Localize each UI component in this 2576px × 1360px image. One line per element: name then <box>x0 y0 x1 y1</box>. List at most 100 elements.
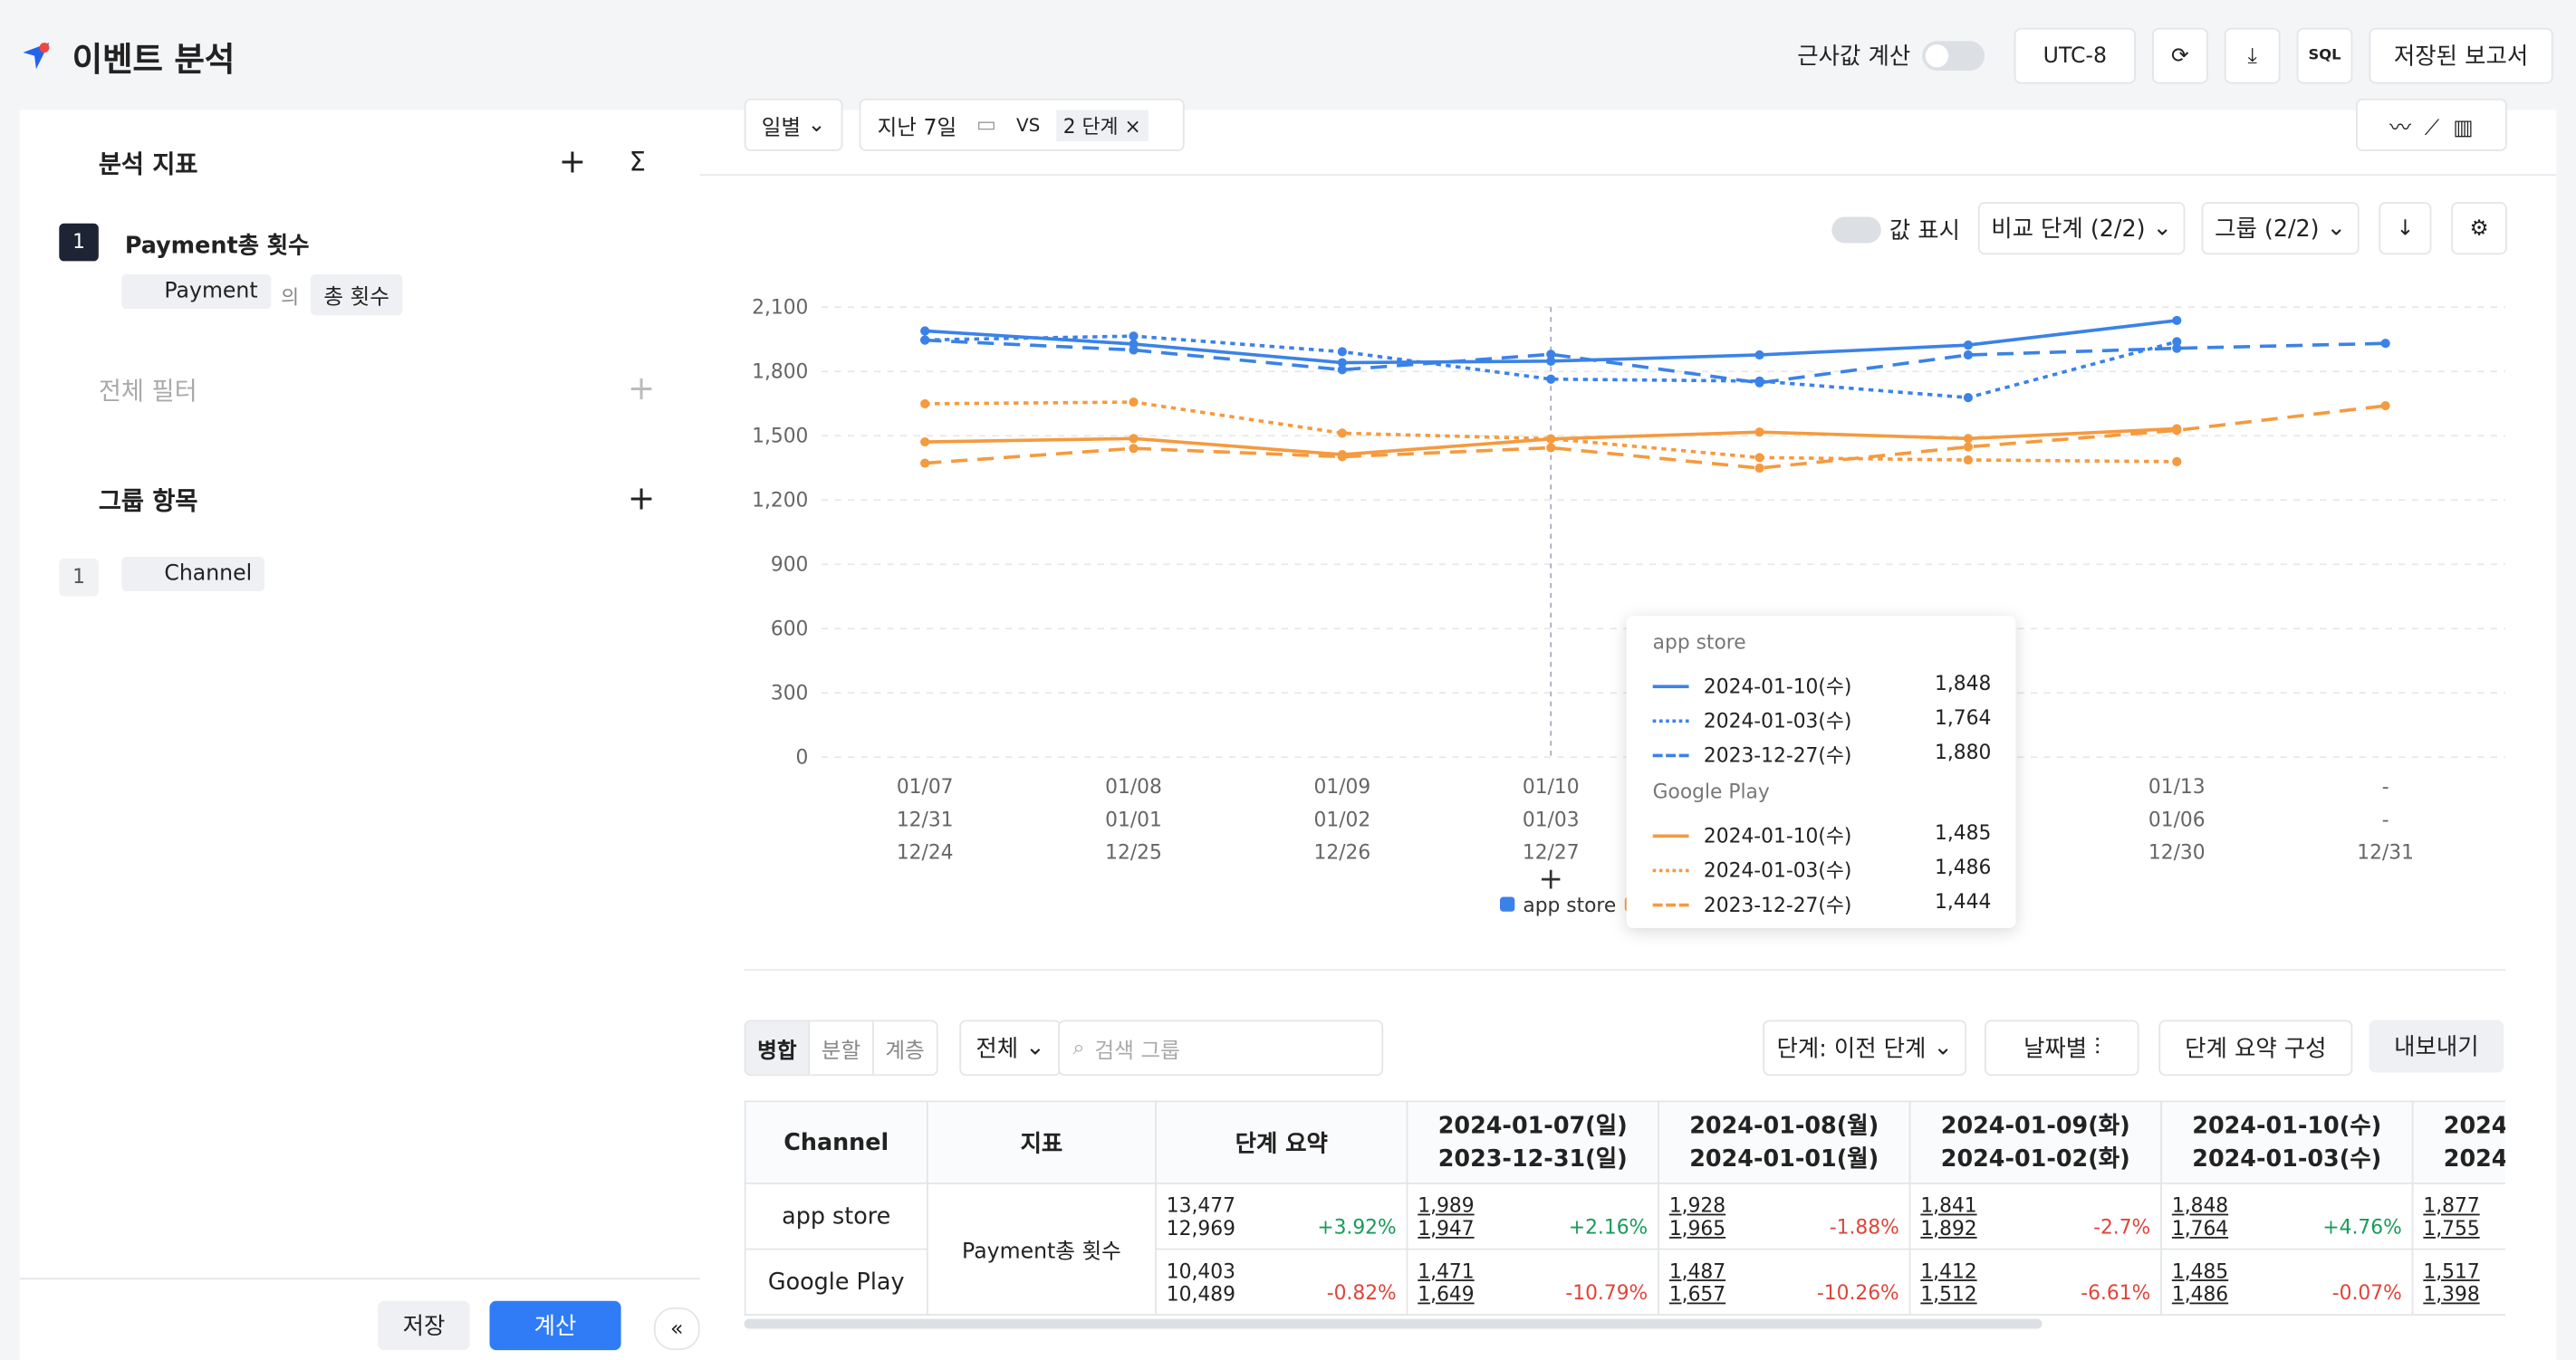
x-tick-label: - <box>2382 776 2389 799</box>
search-placeholder: 검색 그룹 <box>1094 1039 1180 1064</box>
step-select[interactable]: 단계: 이전 단계 ⌄ <box>1763 1020 1967 1077</box>
date-header: 2024-01-09(화) 2024-01-02(화) <box>1908 1100 2162 1184</box>
x-tick-label: 12/31 <box>897 809 954 831</box>
header-cell: 지표 <box>926 1100 1157 1184</box>
settings-button[interactable]: ⚙ <box>2451 202 2507 255</box>
date-label: 2024-01-04(목) <box>2443 1145 2505 1173</box>
value: 1,657 <box>1668 1281 1726 1306</box>
date-label: 2024-01-03(수) <box>2192 1145 2382 1173</box>
point <box>1754 463 1764 474</box>
saved-reports: 저장된 보고서 <box>2393 43 2529 72</box>
value-cell: 13,477 12,969 +3.92% <box>1155 1183 1408 1250</box>
date-label: 2024-01-11(목) <box>2443 1112 2505 1140</box>
export-button[interactable]: 내보내기 <box>2369 1020 2504 1073</box>
view-tab[interactable]: 계층 <box>871 1021 937 1075</box>
approx-toggle[interactable] <box>1922 41 1985 72</box>
legend-label: app store <box>1523 895 1616 917</box>
search-box[interactable]: ⌕ 검색 그룹 <box>1058 1020 1384 1077</box>
download-button[interactable]: ⤓ <box>2224 27 2281 84</box>
granularity: 일별 <box>761 115 802 141</box>
logo <box>23 43 50 70</box>
group-chip[interactable]: Channel <box>121 556 265 592</box>
tooltip-value: 1,880 <box>1935 741 1992 764</box>
change: -1.88% <box>1829 1215 1899 1239</box>
chart-type-switch[interactable]: 〰 ⟋ ▥ <box>2355 98 2507 151</box>
point <box>1546 443 1556 453</box>
collapse-button[interactable]: « <box>653 1307 700 1351</box>
sort-button[interactable]: ↓ <box>2379 202 2432 255</box>
add-metric[interactable]: + <box>558 141 587 181</box>
value: 1,486 <box>2171 1281 2229 1306</box>
range-select[interactable]: 지난 7일 ▭ VS 2 단계 × <box>859 98 1185 151</box>
view-tab[interactable]: 병합 <box>745 1021 809 1075</box>
scope-select[interactable]: 전체 ⌄ <box>959 1020 1062 1077</box>
point <box>1337 428 1347 438</box>
date-label: 2024-01-07(일) <box>1437 1112 1628 1140</box>
series-line <box>925 338 2386 385</box>
change: +4.76% <box>2322 1215 2402 1239</box>
value: 1,892 <box>1920 1216 1977 1240</box>
event-chip[interactable]: Payment <box>121 273 272 310</box>
granularity-select[interactable]: 일별 ⌄ <box>744 98 843 151</box>
compare-chip[interactable]: 2 단계 × <box>1056 109 1148 141</box>
x-tick-label: 01/01 <box>1105 809 1162 831</box>
table-wrap: Channel 지표 단계 요약 2024-01-07(일) 2023-12-31(일)… <box>744 1100 2506 1318</box>
value: 1,487 <box>1668 1259 1726 1282</box>
sidebar <box>19 110 700 1360</box>
date-label: 2024-01-10(수) <box>2192 1112 2382 1140</box>
point <box>1963 340 1974 350</box>
value: 1,965 <box>1668 1216 1726 1240</box>
metric-cell: Payment총 횟수 <box>926 1183 1157 1317</box>
values-toggle[interactable] <box>1831 216 1881 244</box>
summary-config-button[interactable]: 단계 요약 구성 <box>2158 1020 2353 1077</box>
x-tick-label: 12/30 <box>2148 842 2206 865</box>
value: 10,403 <box>1166 1259 1235 1282</box>
point <box>1963 455 1974 465</box>
change: -6.61% <box>2081 1280 2151 1305</box>
hover-cross: + <box>1539 861 1563 895</box>
channel-cell: Google Play <box>744 1248 928 1317</box>
value: 1,848 <box>2171 1192 2229 1217</box>
view-tab[interactable]: 분할 <box>808 1021 872 1075</box>
series-line <box>925 400 2177 464</box>
value-cell: 1,989 1,947 +2.16% <box>1406 1183 1659 1250</box>
add-filter[interactable]: + <box>627 368 656 407</box>
timezone-button[interactable]: UTC-8 <box>2014 27 2136 84</box>
point <box>2172 343 2182 353</box>
point <box>1546 434 1556 444</box>
value: 12,969 <box>1166 1216 1235 1240</box>
refresh-button[interactable]: ⟳ <box>2152 27 2208 84</box>
save-button[interactable]: 저장 <box>378 1300 470 1351</box>
groups-select[interactable]: 그룹 (2/2) ⌄ <box>2201 202 2360 255</box>
tooltip-line <box>1652 685 1689 689</box>
point <box>920 326 930 336</box>
vs: VS <box>1016 114 1041 136</box>
add-group[interactable]: + <box>627 477 656 518</box>
export: 내보내기 <box>2394 1034 2479 1061</box>
header-row: Channel 지표 단계 요약 2024-01-07(일) 2023-12-31(일)… <box>744 1100 2506 1184</box>
point <box>1754 378 1764 388</box>
tooltip-value: 1,764 <box>1935 706 1992 730</box>
agg-chip[interactable]: 총 횟수 <box>310 273 403 316</box>
scrollbar[interactable] <box>744 1318 2043 1329</box>
value: 1,398 <box>2423 1281 2480 1306</box>
compute-button[interactable]: 계산 <box>489 1300 621 1351</box>
y-tick-label: 1,500 <box>752 425 808 447</box>
of-label: 의 <box>281 285 300 310</box>
saved-reports-button[interactable]: 저장된 보고서 <box>2369 27 2553 84</box>
y-tick-label: 300 <box>771 683 809 705</box>
by-date-button[interactable]: 날짜별 ⫶ <box>1985 1020 2139 1077</box>
sum-button[interactable]: Σ <box>629 146 647 177</box>
data-row: Google Play 10,403 10,489 -0.82% 1,471 1,649 -… <box>744 1248 2506 1317</box>
change: -0.07% <box>2331 1280 2402 1305</box>
value-cell: 1,928 1,965 -1.88% <box>1658 1183 1911 1250</box>
sql-button[interactable]: SQL <box>2296 27 2353 84</box>
point <box>1546 374 1556 384</box>
date-label: 2023-12-31(일) <box>1437 1145 1628 1173</box>
date-header: 2024-01-11(목) 2024-01-04(목) <box>2411 1100 2506 1184</box>
y-tick-label: 1,800 <box>752 360 808 383</box>
metrics-title: 분석 지표 <box>98 149 198 179</box>
compare-steps-select[interactable]: 비교 단계 (2/2) ⌄ <box>1977 202 2186 255</box>
tooltip-date: 2023-12-27(수) <box>1703 743 1852 768</box>
